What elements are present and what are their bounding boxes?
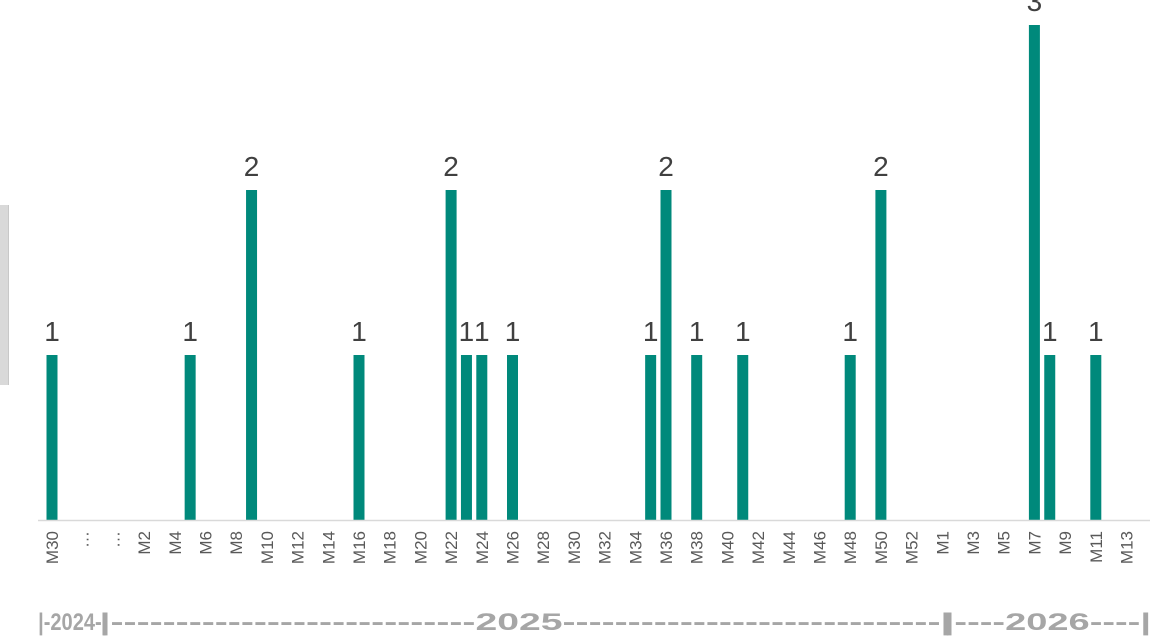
tick-label: M28 xyxy=(534,531,553,564)
bar-M6-64 xyxy=(1028,25,1040,520)
data-label: 1 xyxy=(182,316,198,347)
tick-label: M30 xyxy=(43,531,62,564)
tick-label: M11 xyxy=(1087,531,1106,563)
partial-axis-title xyxy=(0,205,9,385)
data-label: 3 xyxy=(1027,0,1043,17)
tick-label: M3 xyxy=(964,531,983,555)
bar-M40-45 xyxy=(737,355,749,520)
bar-M7-65 xyxy=(1044,355,1056,520)
bar-M15-20 xyxy=(353,355,365,520)
data-label: 1 xyxy=(505,316,521,347)
year-bands-group: |-2024-||----------------------------202… xyxy=(38,609,1151,636)
tick-label: M48 xyxy=(841,531,860,564)
year-band-label: |----2026----| xyxy=(944,609,1151,636)
data-label: 2 xyxy=(244,151,260,182)
data-label: 1 xyxy=(689,316,705,347)
data-label: 1 xyxy=(735,316,751,347)
tick-label: M32 xyxy=(596,531,615,564)
tick-label: M4 xyxy=(166,531,185,555)
tick-label: M1 xyxy=(933,531,952,555)
tick-label: M52 xyxy=(903,531,922,564)
data-label: 2 xyxy=(658,151,674,182)
tick-label: M6 xyxy=(197,531,216,555)
bar-M10-68 xyxy=(1090,355,1102,520)
bars-group xyxy=(46,25,1102,520)
year-band-label: |-2024-| xyxy=(38,609,107,636)
tick-label: M16 xyxy=(350,531,369,564)
data-label: 2 xyxy=(873,151,889,182)
tick-label: M42 xyxy=(749,531,768,564)
year-band-label: |----------------------------2025-------… xyxy=(100,609,952,636)
bar-M47-52 xyxy=(844,355,856,520)
tick-label: M12 xyxy=(289,531,308,564)
tick-label: M8 xyxy=(227,531,246,555)
data-label: 1 xyxy=(474,316,490,347)
data-label: 2 xyxy=(443,151,459,182)
bar-M8-13 xyxy=(246,190,258,520)
tick-label: M38 xyxy=(688,531,707,564)
bar-M21-26 xyxy=(445,190,457,520)
tick-label: M36 xyxy=(657,531,676,564)
tick-label: … xyxy=(104,531,123,548)
bar-M4-9 xyxy=(184,355,196,520)
bar-M34-39 xyxy=(645,355,657,520)
tick-label: M30 xyxy=(565,531,584,564)
data-label: 1 xyxy=(459,316,475,347)
tick-label: M7 xyxy=(1025,531,1044,555)
data-label: 1 xyxy=(643,316,659,347)
tick-label: M2 xyxy=(135,531,154,555)
tick-label: M22 xyxy=(442,531,461,564)
tick-label: M50 xyxy=(872,531,891,564)
tick-label: M9 xyxy=(1056,531,1075,555)
tick-label: M20 xyxy=(411,531,430,564)
data-label: 1 xyxy=(351,316,367,347)
data-label: 1 xyxy=(44,316,60,347)
tick-label: M13 xyxy=(1118,531,1137,564)
tick-label: M10 xyxy=(258,531,277,564)
tick-label: M18 xyxy=(381,531,400,564)
data-label: 1 xyxy=(1042,316,1058,347)
tick-label: … xyxy=(74,531,93,548)
tick-label: M24 xyxy=(473,531,492,564)
data-label: 1 xyxy=(842,316,858,347)
bar-M30-0 xyxy=(46,355,58,520)
tick-label: M14 xyxy=(319,531,338,564)
bar-M25-30 xyxy=(507,355,518,520)
bar-M22-27 xyxy=(460,355,472,520)
tick-labels-group: M30 … … M2 M4 M6 M8 M10 M12 M14 M16 M18 M20 M22 M24 M26… xyxy=(43,531,1137,564)
tick-label: M44 xyxy=(780,531,799,564)
data-label: 1 xyxy=(1088,316,1104,347)
tick-label: M26 xyxy=(504,531,523,564)
bar-M49-54 xyxy=(875,190,887,520)
tick-label: M40 xyxy=(718,531,737,564)
bar-M23-28 xyxy=(476,355,488,520)
tick-label: M46 xyxy=(811,531,830,564)
bar-M37-42 xyxy=(691,355,703,520)
tick-label: M34 xyxy=(626,531,645,564)
bar-M35-40 xyxy=(660,190,672,520)
tick-label: M5 xyxy=(995,531,1014,555)
